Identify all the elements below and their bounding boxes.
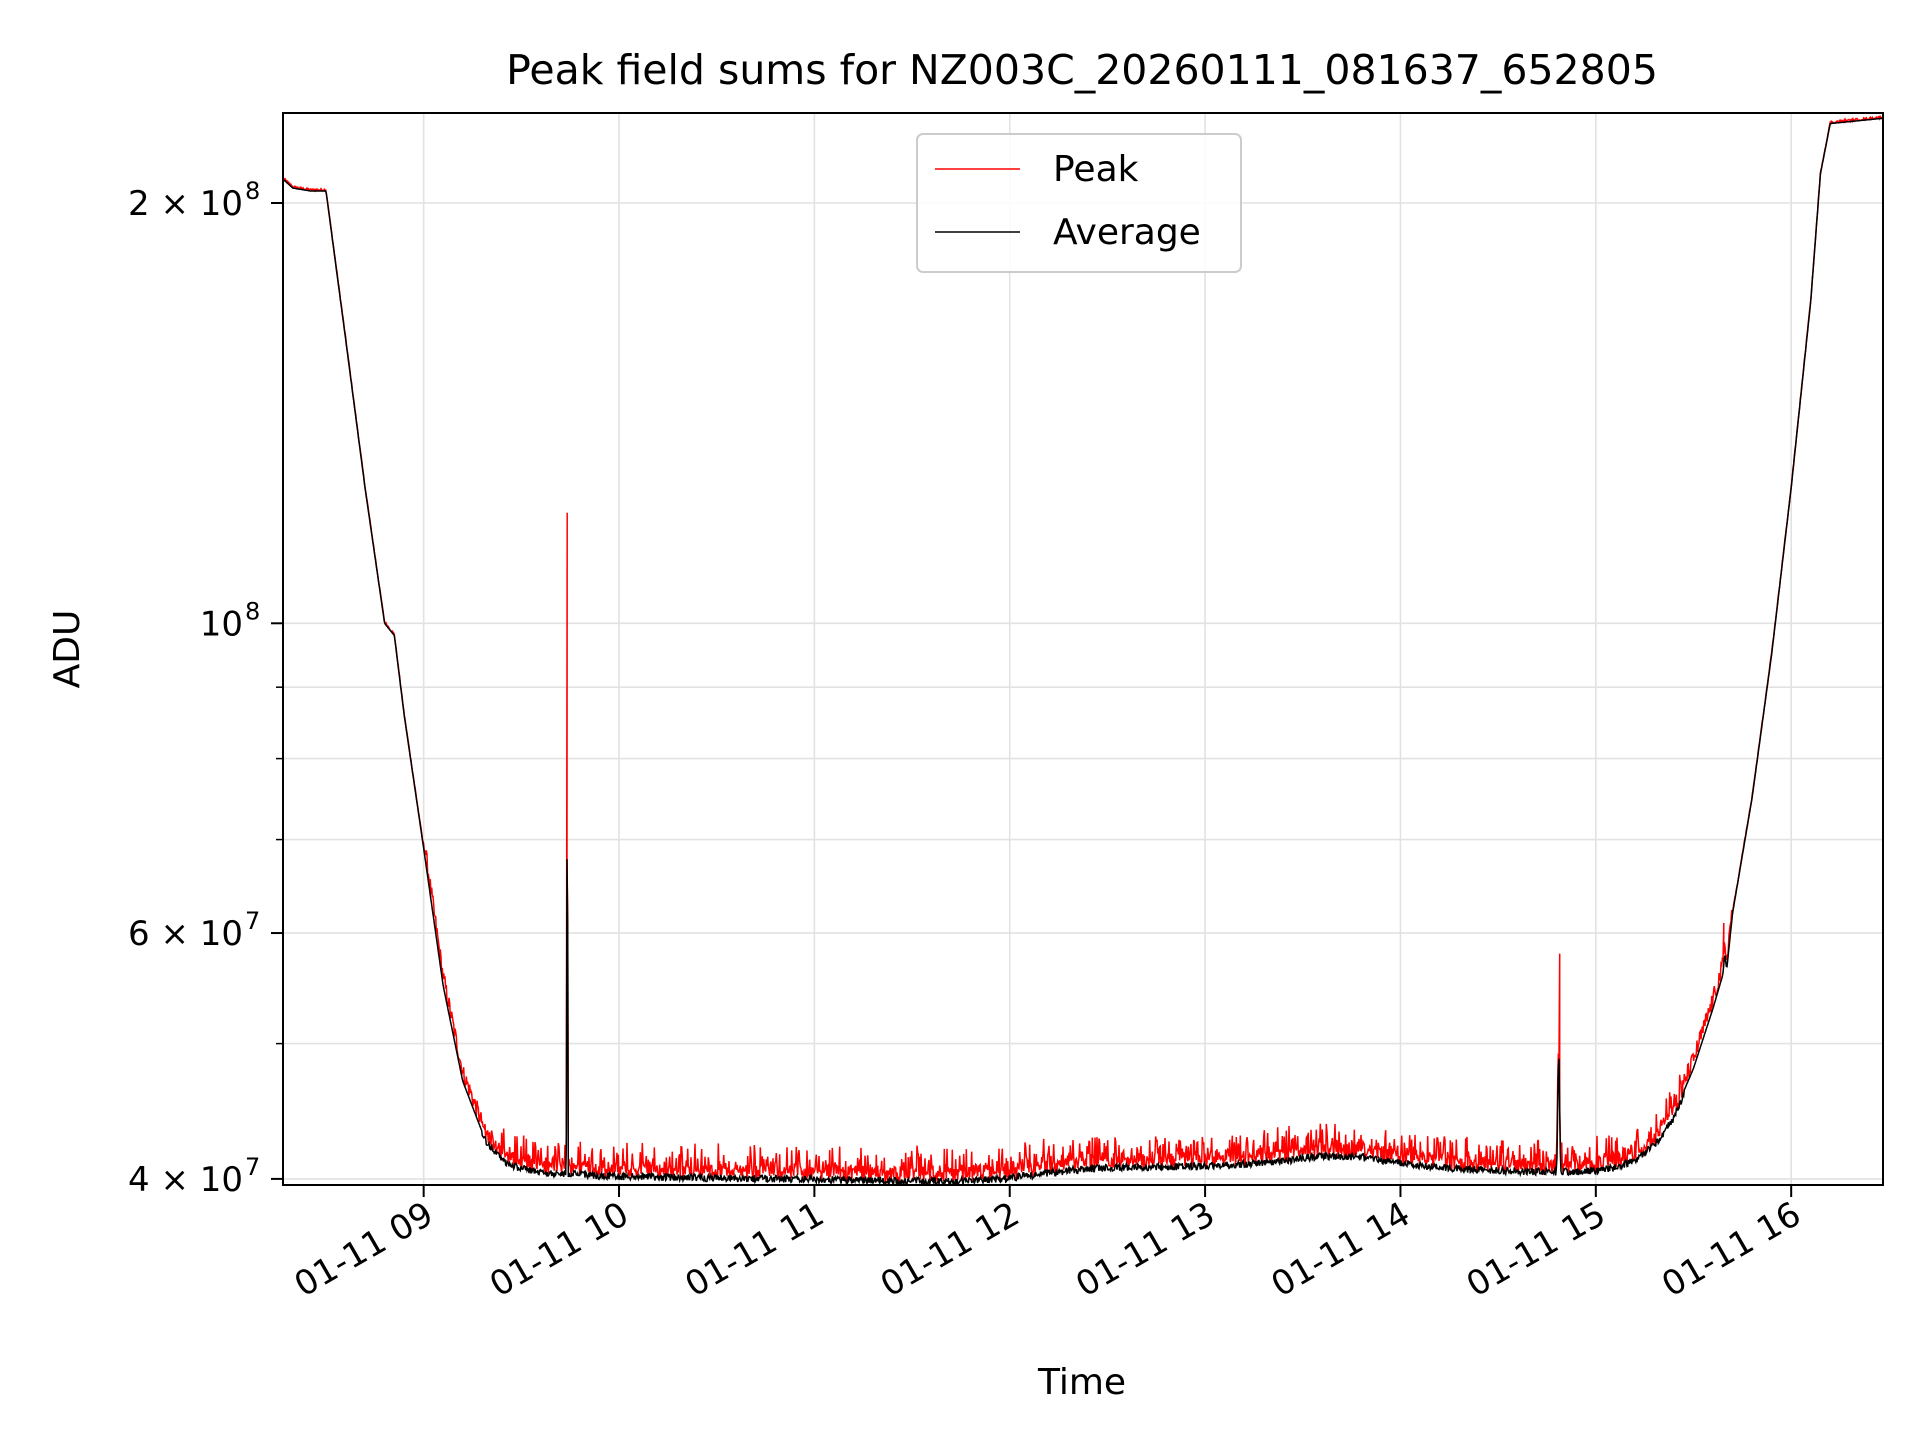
- x-tick-label: 01-11 11: [678, 1194, 830, 1305]
- legend: Peak Average: [916, 133, 1242, 273]
- y-tick-exponent: 7: [245, 907, 260, 935]
- x-tick-label: 01-11 13: [1069, 1194, 1221, 1305]
- chart-title: Peak field sums for NZ003C_20260111_0816…: [506, 46, 1658, 94]
- x-tick-label: 01-11 14: [1265, 1194, 1417, 1305]
- x-tick-label: 01-11 09: [288, 1194, 440, 1305]
- plot-frame: [282, 112, 1884, 1186]
- peak-series-line: [283, 114, 1883, 1185]
- y-axis: 4 × 10 76 × 10 710 82 × 10 8: [128, 177, 283, 1200]
- y-tick-label: 10: [200, 604, 243, 644]
- y-tick-label: 6 × 10: [128, 914, 243, 954]
- x-tick-label: 01-11 15: [1460, 1194, 1612, 1305]
- plot-lines: [283, 114, 1883, 1185]
- y-tick-exponent: 8: [245, 177, 260, 205]
- grid: [283, 113, 1883, 1185]
- y-tick-label: 2 × 10: [128, 184, 243, 224]
- y-tick-exponent: 7: [245, 1153, 260, 1181]
- x-tick-label: 01-11 10: [483, 1194, 635, 1305]
- x-axis-label: Time: [1037, 1362, 1126, 1403]
- average-series-line: [283, 117, 1883, 1185]
- y-axis-label: ADU: [47, 610, 88, 689]
- x-axis: 01-11 09 01-11 10 01-11 11 01-11 12 01-11 13…: [288, 1185, 1808, 1305]
- x-tick-label: 01-11 12: [874, 1194, 1026, 1305]
- x-tick-label: 01-11 16: [1655, 1194, 1807, 1305]
- y-tick-exponent: 8: [245, 597, 260, 625]
- legend-peak-label: Peak: [1053, 149, 1139, 190]
- y-tick-label: 4 × 10: [128, 1160, 243, 1200]
- legend-average-label: Average: [1053, 212, 1201, 253]
